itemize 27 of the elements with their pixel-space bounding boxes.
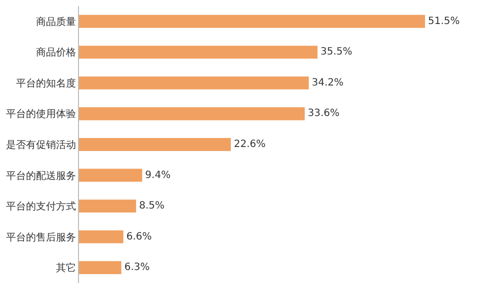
bar bbox=[79, 138, 231, 151]
data-label: 22.6% bbox=[234, 139, 266, 150]
y-tick-label: 平台的知名度 bbox=[16, 77, 76, 90]
y-tick-label: 其它 bbox=[56, 262, 76, 274]
data-label: 51.5% bbox=[428, 16, 460, 27]
y-tick-label: 平台的使用体验 bbox=[6, 108, 76, 120]
y-tick-label: 商品价格 bbox=[36, 46, 76, 59]
data-label: 9.4% bbox=[145, 170, 171, 181]
y-tick-label: 平台的配送服务 bbox=[6, 170, 76, 182]
bar bbox=[79, 230, 124, 244]
bar bbox=[79, 261, 122, 274]
y-tick-label: 平台的售后服务 bbox=[6, 231, 76, 244]
y-tick-label: 是否有促销活动 bbox=[6, 139, 76, 151]
data-label: 35.5% bbox=[320, 46, 352, 58]
data-label: 6.6% bbox=[126, 231, 152, 242]
data-label: 34.2% bbox=[312, 77, 344, 88]
data-label: 33.6% bbox=[308, 108, 340, 120]
bar bbox=[79, 168, 142, 182]
y-tick-label: 商品质量 bbox=[36, 16, 76, 28]
data-label: 6.3% bbox=[124, 262, 150, 274]
bar bbox=[79, 107, 305, 120]
bar bbox=[79, 46, 318, 59]
y-tick-label: 平台的支付方式 bbox=[6, 200, 76, 213]
bar bbox=[79, 200, 136, 213]
bar bbox=[79, 76, 309, 90]
bar bbox=[79, 14, 426, 28]
data-label: 8.5% bbox=[139, 200, 165, 212]
